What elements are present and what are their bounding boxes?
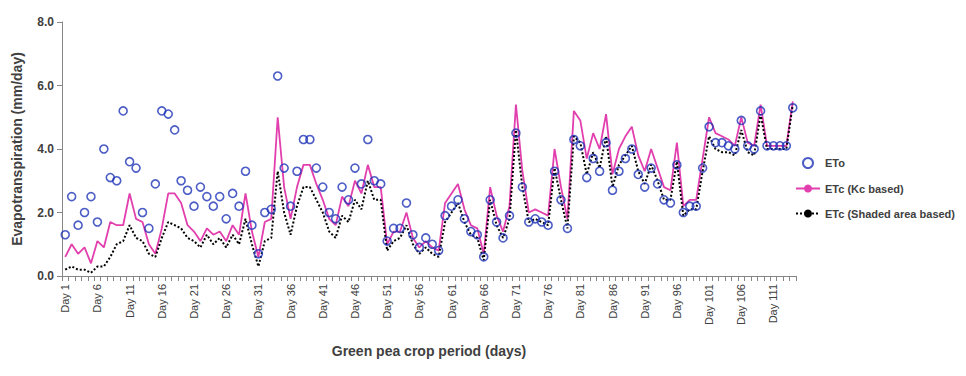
svg-text:Day 11: Day 11 [124, 284, 136, 318]
svg-text:Day 6: Day 6 [91, 284, 103, 313]
svg-text:Day 26: Day 26 [220, 284, 232, 319]
svg-text:ETc (Kc based): ETc (Kc based) [825, 183, 904, 195]
svg-text:Day 66: Day 66 [478, 284, 490, 319]
svg-text:Day 76: Day 76 [542, 284, 554, 319]
svg-text:Day 81: Day 81 [574, 284, 586, 319]
svg-text:2.0: 2.0 [37, 206, 54, 220]
svg-text:ETc (Shaded area based): ETc (Shaded area based) [825, 208, 955, 220]
svg-text:Day 106: Day 106 [735, 284, 747, 325]
svg-text:Day 16: Day 16 [156, 284, 168, 319]
svg-text:8.0: 8.0 [37, 15, 54, 29]
svg-text:Evapotranspiration (mm/day): Evapotranspiration (mm/day) [9, 52, 25, 246]
svg-text:Day 111: Day 111 [767, 284, 779, 323]
svg-text:Day 36: Day 36 [285, 284, 297, 319]
svg-text:Day 1: Day 1 [59, 284, 71, 313]
svg-text:Day 46: Day 46 [349, 284, 361, 319]
svg-text:Day 41: Day 41 [317, 284, 329, 319]
svg-text:Day 71: Day 71 [510, 284, 522, 319]
svg-text:Day 86: Day 86 [607, 284, 619, 319]
svg-text:0.0: 0.0 [37, 269, 54, 283]
svg-text:Day 21: Day 21 [188, 284, 200, 319]
svg-text:Green pea crop period (days): Green pea crop period (days) [332, 343, 527, 359]
svg-text:Day 96: Day 96 [671, 284, 683, 319]
svg-text:4.0: 4.0 [37, 142, 54, 156]
svg-text:Day 56: Day 56 [413, 284, 425, 319]
svg-text:Day 51: Day 51 [381, 284, 393, 319]
svg-text:6.0: 6.0 [37, 79, 54, 93]
svg-text:ETo: ETo [825, 157, 845, 169]
svg-text:Day 91: Day 91 [639, 284, 651, 319]
svg-text:Day 101: Day 101 [703, 284, 715, 325]
svg-text:Day 61: Day 61 [446, 284, 458, 319]
svg-text:Day 31: Day 31 [252, 284, 264, 319]
